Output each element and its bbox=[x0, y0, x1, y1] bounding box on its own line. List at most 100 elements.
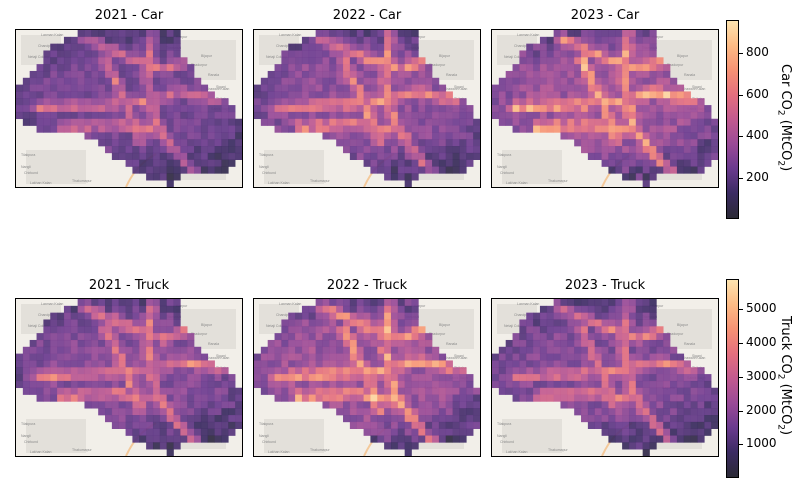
heatmap-cell bbox=[22, 380, 30, 389]
heatmap-cell bbox=[553, 111, 561, 120]
heatmap-cell bbox=[560, 125, 568, 133]
heatmap-cell bbox=[676, 125, 685, 133]
heatmap-cell bbox=[676, 118, 685, 126]
heatmap-cell bbox=[533, 57, 541, 65]
heatmap-cell bbox=[656, 84, 664, 92]
heatmap-cell bbox=[704, 387, 712, 395]
heatmap-cell bbox=[397, 442, 405, 450]
heatmap-cell bbox=[635, 70, 643, 79]
heatmap-cell bbox=[608, 98, 616, 106]
basemap-place-label: Kanpur bbox=[176, 304, 188, 308]
heatmap-cell bbox=[315, 36, 323, 44]
heatmap-cell bbox=[384, 415, 392, 423]
heatmap-cell bbox=[581, 30, 589, 38]
heatmap-cell bbox=[642, 91, 650, 99]
heatmap-cell bbox=[649, 146, 657, 154]
heatmap-cell bbox=[356, 374, 364, 382]
heatmap-cell bbox=[587, 77, 596, 85]
heatmap-cell bbox=[77, 43, 85, 51]
heatmap-cell bbox=[546, 77, 554, 85]
heatmap-cell bbox=[105, 299, 113, 307]
heatmap-cell bbox=[281, 77, 289, 85]
heatmap-cell bbox=[356, 415, 364, 423]
heatmap-cell bbox=[50, 339, 58, 348]
heatmap-cell bbox=[519, 50, 527, 58]
heatmap-cell bbox=[377, 36, 385, 44]
heatmap-cell bbox=[295, 387, 303, 395]
heatmap-cell bbox=[70, 105, 78, 113]
heatmap-cell bbox=[98, 139, 106, 147]
heatmap-cell bbox=[84, 374, 92, 382]
heatmap-cell bbox=[221, 105, 229, 113]
heatmap-cell bbox=[343, 57, 351, 65]
heatmap-cell bbox=[125, 70, 133, 79]
heatmap-cell bbox=[622, 57, 630, 65]
heatmap-cell bbox=[546, 305, 554, 313]
heatmap-cell bbox=[411, 146, 419, 154]
heatmap-cell bbox=[526, 360, 534, 368]
heatmap-cell bbox=[349, 125, 358, 133]
heatmap-cell bbox=[166, 415, 174, 423]
basemap-place-label: Nangli bbox=[497, 165, 507, 169]
basemap-place-label: Chirkund bbox=[262, 440, 276, 444]
heatmap-cell bbox=[173, 387, 181, 395]
heatmap-cell bbox=[221, 374, 229, 382]
heatmap-cell bbox=[683, 415, 691, 423]
heatmap-cell bbox=[418, 394, 426, 402]
heatmap-cell bbox=[649, 57, 657, 65]
heatmap-cell bbox=[343, 380, 351, 389]
heatmap-cell bbox=[349, 43, 358, 51]
heatmap-cell bbox=[370, 84, 378, 92]
heatmap-cell bbox=[111, 319, 120, 327]
heatmap-cell bbox=[370, 421, 378, 429]
heatmap-cell bbox=[704, 105, 712, 113]
heatmap-cell bbox=[519, 367, 527, 375]
heatmap-cell bbox=[308, 50, 316, 58]
heatmap-cell bbox=[356, 105, 364, 113]
heatmap-cell bbox=[512, 111, 520, 120]
heatmap-cell bbox=[384, 401, 392, 409]
heatmap-cell bbox=[63, 380, 72, 389]
heatmap-cell bbox=[105, 374, 113, 382]
heatmap-cell bbox=[670, 98, 678, 106]
heatmap-cell bbox=[581, 353, 589, 361]
heatmap-cell bbox=[329, 339, 337, 348]
heatmap-cell bbox=[377, 380, 385, 389]
heatmap-cell bbox=[132, 435, 140, 443]
heatmap-cell bbox=[146, 415, 154, 423]
heatmap-cell bbox=[438, 98, 447, 106]
heatmap-cell bbox=[146, 166, 154, 174]
heatmap-cell bbox=[336, 374, 344, 382]
heatmap-cell bbox=[601, 367, 609, 375]
heatmap-cell bbox=[214, 166, 222, 174]
heatmap-cell bbox=[404, 408, 412, 416]
heatmap-cell bbox=[539, 380, 548, 389]
heatmap-cell bbox=[452, 132, 460, 140]
basemap-place-label: Netaji Colony bbox=[504, 55, 525, 59]
heatmap-cell bbox=[105, 387, 113, 395]
heatmap-cell bbox=[438, 166, 447, 174]
heatmap-cell bbox=[594, 367, 602, 375]
heatmap-cell bbox=[622, 64, 630, 72]
heatmap-cell bbox=[505, 353, 513, 361]
heatmap-cell bbox=[125, 380, 133, 389]
heatmap-cell bbox=[581, 70, 589, 79]
heatmap-cell bbox=[125, 326, 133, 334]
heatmap-cell bbox=[533, 353, 541, 361]
heatmap-cell bbox=[152, 374, 161, 382]
heatmap-cell bbox=[635, 353, 643, 361]
heatmap-cell bbox=[656, 408, 664, 416]
heatmap-cell bbox=[492, 98, 500, 106]
heatmap-cell bbox=[676, 387, 685, 395]
heatmap-cell bbox=[608, 146, 616, 154]
heatmap-cell bbox=[370, 132, 378, 140]
heatmap-cell bbox=[159, 84, 167, 92]
heatmap-cell bbox=[649, 305, 657, 313]
heatmap-cell bbox=[349, 387, 358, 395]
heatmap-cell bbox=[642, 111, 650, 120]
heatmap-cell bbox=[84, 50, 92, 58]
heatmap-cell bbox=[567, 91, 575, 99]
heatmap-cell bbox=[187, 132, 195, 140]
heatmap-cell bbox=[173, 360, 181, 368]
heatmap-cell bbox=[587, 387, 596, 395]
